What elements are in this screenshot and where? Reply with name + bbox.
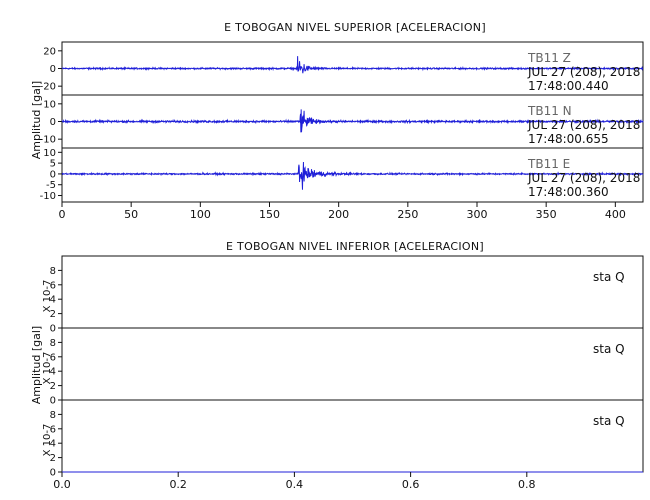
- trace-panel-2: 8 6 4 2 0 sta Q X 10-7: [42, 327, 644, 407]
- y-tick-label: -10: [40, 191, 56, 202]
- date-label: JUL 27 (208), 2018: [527, 118, 640, 132]
- y-tick-label: 0: [50, 396, 56, 407]
- y-tick-label: 2: [50, 309, 56, 320]
- trace-panel-3: 8 6 4 2 0 sta Q X 10-7: [42, 399, 644, 479]
- trace-line-z: [61, 56, 644, 74]
- station-label: sta Q: [593, 414, 625, 428]
- y-tick-label: 0: [50, 468, 56, 479]
- y-tick-label: 2: [50, 381, 56, 392]
- upper-chart-title: E TOBOGAN NIVEL SUPERIOR [ACELERACION]: [224, 21, 486, 34]
- y-tick-label: 4: [50, 439, 56, 450]
- y-tick-label: 6: [50, 424, 56, 435]
- scale-label: X 10-7: [42, 352, 53, 385]
- y-tick-label: 10: [43, 148, 56, 159]
- y-tick-label: -20: [40, 82, 56, 93]
- x-tick-label: 0.2: [169, 478, 187, 491]
- scale-label: X 10-7: [42, 424, 53, 457]
- station-label: TB11 Z: [527, 51, 571, 65]
- trace-line-e: [61, 162, 644, 190]
- y-tick-label: 10: [43, 99, 56, 110]
- trace-line-n: [61, 109, 644, 133]
- y-tick-label: 8: [50, 410, 56, 421]
- y-tick-label: 4: [50, 367, 56, 378]
- time-label: 17:48:00.655: [528, 132, 609, 146]
- y-tick-label: 6: [50, 352, 56, 363]
- lower-plot-area: 8 6 4 2 0 sta Q X 10-7 8 6 4 2 0 sta Q X 10-7 8 6 4 2 0 sta…: [42, 255, 644, 491]
- scale-label: X 10-7: [42, 280, 53, 313]
- y-tick-label: -5: [46, 180, 56, 191]
- panel-frame: [61, 255, 644, 329]
- y-tick-label: -10: [40, 135, 56, 146]
- x-tick-label: 0.6: [402, 478, 420, 491]
- time-label: 17:48:00.440: [528, 79, 609, 93]
- x-tick-label: 300: [467, 208, 488, 221]
- date-label: JUL 27 (208), 2018: [527, 65, 640, 79]
- y-tick-label: 5: [50, 159, 56, 170]
- y-tick-label: 0: [50, 324, 56, 335]
- date-label: JUL 27 (208), 2018: [527, 171, 640, 185]
- x-tick-label: 150: [259, 208, 280, 221]
- x-tick-label: 350: [536, 208, 557, 221]
- lower-chart-title: E TOBOGAN NIVEL INFERIOR [ACELERACION]: [226, 240, 484, 253]
- station-label: TB11 E: [527, 157, 570, 171]
- panel-frame: [61, 327, 644, 401]
- y-tick-label: 8: [50, 338, 56, 349]
- station-label: TB11 N: [527, 104, 572, 118]
- time-label: 17:48:00.360: [528, 185, 609, 199]
- x-tick-label: 0.0: [53, 478, 71, 491]
- x-tick-label: 0.8: [518, 478, 536, 491]
- y-tick-label: 0: [50, 64, 56, 75]
- y-tick-label: 4: [50, 295, 56, 306]
- panel-frame: [61, 399, 644, 473]
- x-tick-label: 250: [397, 208, 418, 221]
- x-tick-label: 100: [190, 208, 211, 221]
- y-tick-label: 0: [50, 117, 56, 128]
- y-tick-label: 2: [50, 453, 56, 464]
- y-tick-label: 8: [50, 266, 56, 277]
- x-tick-label: 400: [605, 208, 626, 221]
- panel-frame: [61, 147, 644, 203]
- y-tick-label: 6: [50, 280, 56, 291]
- trace-panel-1: 8 6 4 2 0 sta Q X 10-7: [42, 255, 644, 335]
- x-tick-label: 50: [124, 208, 138, 221]
- upper-ylabel: Amplitud [gal]: [30, 81, 43, 159]
- station-label: sta Q: [593, 270, 625, 284]
- station-label: sta Q: [593, 342, 625, 356]
- x-tick-label: 200: [328, 208, 349, 221]
- y-tick-label: 0: [50, 169, 56, 180]
- x-tick-label: 0.4: [286, 478, 304, 491]
- x-tick-label: 0: [59, 208, 66, 221]
- lower-ylabel: Amplitud [gal]: [30, 326, 43, 404]
- y-tick-label: 20: [43, 46, 56, 57]
